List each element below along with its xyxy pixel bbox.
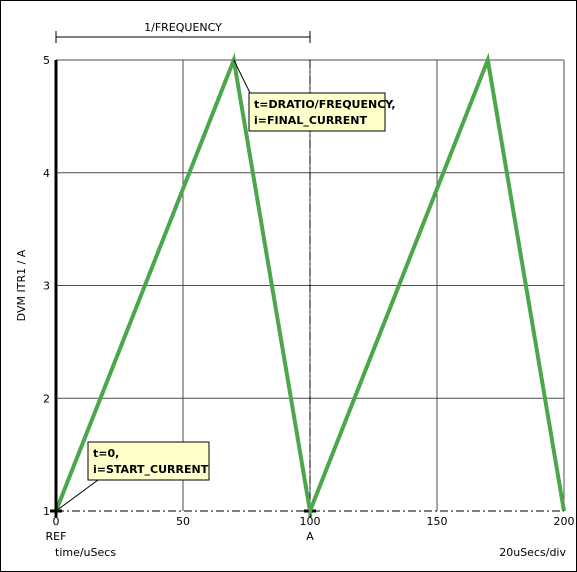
annotation-box — [87, 441, 210, 481]
tick-labels: 0 50 100 150 200 1 2 3 4 5 — [43, 54, 575, 528]
x-tick-label: 200 — [554, 515, 575, 528]
cursor-label: REF — [46, 530, 67, 543]
annotation-leader — [55, 479, 99, 512]
cursor-label: A — [306, 530, 314, 543]
annotation-text: i=START_CURRENT — [93, 463, 209, 476]
scale-label: 20uSecs/div — [499, 546, 566, 559]
y-tick-label: 2 — [43, 392, 50, 405]
annotation-box — [248, 92, 386, 132]
axes — [54, 60, 564, 512]
frequency-dimension: 1/FREQUENCY — [55, 21, 311, 43]
annotations: t=DRATIO/FREQUENCY, i=FINAL_CURRENT t=0, i=… — [55, 59, 396, 512]
y-tick-label: 3 — [43, 280, 50, 293]
annotation-text: i=FINAL_CURRENT — [254, 114, 367, 127]
annotation-text: t=0, — [93, 447, 119, 460]
dimension-label: 1/FREQUENCY — [144, 21, 222, 34]
y-tick-label: 1 — [43, 505, 50, 518]
annotation-text: t=DRATIO/FREQUENCY, — [254, 98, 396, 111]
y-tick-label: 5 — [43, 54, 50, 67]
x-tick-label: 150 — [427, 515, 448, 528]
x-tick-label: 100 — [300, 515, 321, 528]
x-tick-label: 0 — [53, 515, 60, 528]
y-axis-title: DVM ITR1 / A — [15, 249, 28, 321]
x-tick-label: 50 — [176, 515, 190, 528]
series — [54, 52, 566, 519]
series-line — [54, 52, 566, 519]
x-axis-title: time/uSecs — [55, 546, 116, 559]
y-tick-label: 4 — [43, 167, 50, 180]
